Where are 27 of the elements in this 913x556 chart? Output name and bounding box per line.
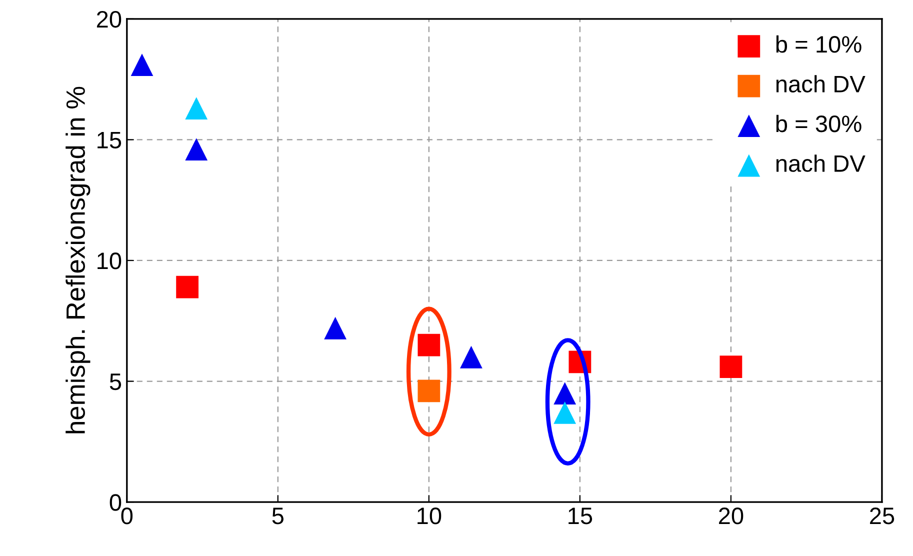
- x-tick-label: 0: [121, 508, 133, 524]
- point: [185, 138, 208, 161]
- y-tick-label: 20: [96, 10, 122, 28]
- point: [460, 346, 482, 368]
- legend-label: b = 10%: [776, 35, 862, 53]
- x-tick-label: 15: [568, 508, 592, 524]
- point: [176, 276, 199, 298]
- point: [554, 382, 576, 405]
- y-tick-label: 15: [98, 132, 122, 148]
- x-tick-label: 20: [719, 508, 744, 524]
- point: [418, 380, 440, 402]
- point: [418, 334, 440, 356]
- y-tick-label: 5: [110, 374, 122, 390]
- point: [554, 401, 576, 424]
- point: [324, 316, 346, 340]
- x-tick-label: 25: [870, 508, 894, 524]
- legend-label: b = 30%: [776, 114, 862, 132]
- point: [720, 356, 742, 378]
- x-tick-label: 10: [418, 508, 442, 524]
- legend-label: nach DV: [776, 154, 866, 172]
- y-tick-label: 10: [98, 252, 122, 270]
- legend-label: nach DV: [776, 75, 866, 92]
- x-tick-label: 5: [272, 508, 284, 524]
- y-tick-label: 0: [110, 494, 122, 511]
- point: [185, 97, 208, 120]
- y-axis-title: hemisph. Reflexionsgrad in %: [66, 86, 90, 434]
- point: [130, 54, 154, 76]
